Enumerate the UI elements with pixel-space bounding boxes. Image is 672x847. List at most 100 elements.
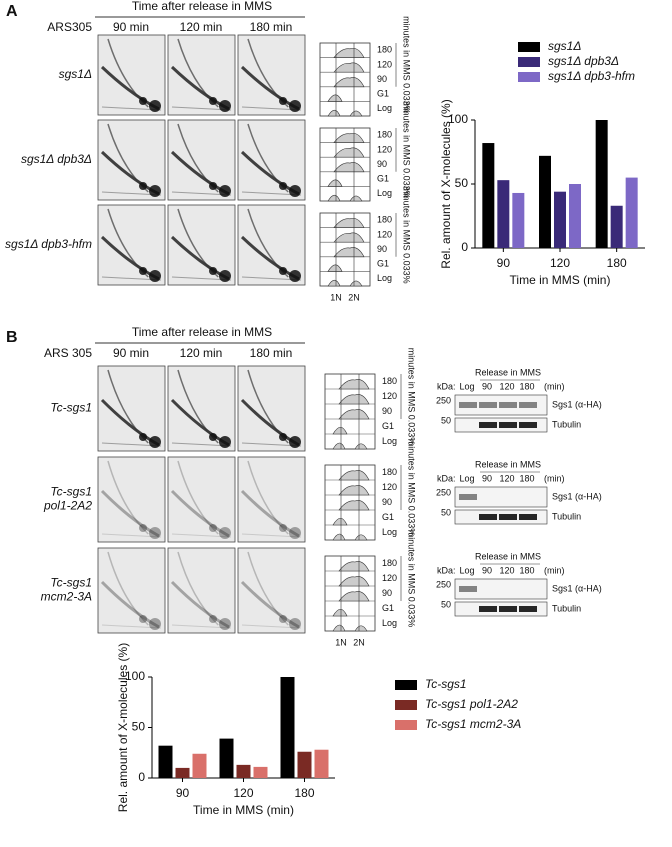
- gel-arc: [170, 489, 230, 538]
- strain-label: mcm2-3A: [41, 590, 92, 604]
- timepoint: 120 min: [180, 346, 223, 360]
- gel-spot: [139, 97, 147, 105]
- blot-band: [519, 402, 537, 408]
- blot-band: [499, 422, 517, 428]
- facs-label: 120: [377, 144, 392, 154]
- gel-spot: [209, 182, 217, 190]
- facs-histogram: [332, 442, 368, 450]
- gel-arc: [241, 533, 302, 538]
- blot-lane: 180: [519, 565, 534, 575]
- gel-arc: [101, 624, 162, 629]
- gel-spot: [209, 433, 217, 441]
- gel-spot: [139, 267, 147, 275]
- blot-strip: [454, 486, 548, 508]
- gel-arc: [177, 551, 219, 626]
- gel-spot: [219, 527, 231, 539]
- bar: [314, 749, 329, 778]
- blot-kda: kDa:: [437, 565, 456, 575]
- gel-spot: [149, 618, 161, 630]
- gel-spot: [279, 97, 287, 105]
- bar: [175, 767, 190, 778]
- gel-spot: [219, 436, 231, 448]
- facs-label: 120: [382, 482, 397, 492]
- strain-label: sgs1Δ dpb3-hfm: [5, 237, 92, 251]
- facs-x-label: 2N: [353, 637, 365, 647]
- gel-spot: [139, 433, 147, 441]
- facs-label: 90: [377, 74, 387, 84]
- facs-histogram: [338, 561, 370, 572]
- blot-lane: Log: [459, 565, 474, 575]
- facs-histogram: [338, 394, 370, 405]
- gel-arc: [101, 533, 162, 538]
- blot-band: [459, 494, 477, 500]
- blot-band: [459, 402, 477, 408]
- timepoint: 90 min: [113, 20, 149, 34]
- legend-label: Tc-sgs1 pol1-2A2: [425, 697, 518, 711]
- facs-histogram: [338, 409, 370, 420]
- facs-x-label: 1N: [330, 292, 342, 302]
- facs-histogram: [327, 109, 363, 117]
- facs-label: G1: [377, 88, 389, 98]
- blot-lane: Log: [459, 473, 474, 483]
- gel-spot: [219, 618, 231, 630]
- legend-label: Tc-sgs1: [425, 677, 467, 691]
- facs-label: 180: [377, 215, 392, 225]
- facs-histogram: [338, 379, 370, 390]
- blot-marker: 50: [441, 415, 451, 425]
- gel-arc: [170, 580, 230, 629]
- origin-label: ARS305: [47, 20, 92, 34]
- x-tick-label: 180: [607, 256, 627, 270]
- blot-band-label: Sgs1 (α-HA): [552, 399, 602, 409]
- gel-spot: [149, 527, 161, 539]
- gel-spot: [139, 615, 147, 623]
- blot-lane: 180: [519, 381, 534, 391]
- facs-histogram: [332, 608, 348, 617]
- facs-label: Log: [382, 618, 397, 628]
- gel-spot: [219, 185, 231, 197]
- facs-histogram: [338, 500, 370, 511]
- facs-histogram: [333, 232, 365, 243]
- gel-arc: [107, 460, 149, 535]
- blot-kda: kDa:: [437, 473, 456, 483]
- timepoint: 90 min: [113, 346, 149, 360]
- facs-label: G1: [382, 421, 394, 431]
- blot-band-label: Tubulin: [552, 511, 581, 521]
- y-tick-label: 50: [455, 176, 469, 190]
- blot-band: [519, 422, 537, 428]
- gel-spot: [279, 267, 287, 275]
- x-axis-label: Time in MMS (min): [193, 803, 294, 817]
- facs-histogram: [332, 624, 368, 632]
- blot-lane: 90: [482, 381, 492, 391]
- facs-label: 180: [382, 467, 397, 477]
- facs-histogram: [327, 194, 363, 202]
- facs-label: G1: [382, 512, 394, 522]
- blot-lane: 90: [482, 565, 492, 575]
- blot-band: [479, 606, 497, 612]
- facs-label: 180: [377, 45, 392, 55]
- blot-band: [499, 606, 517, 612]
- blot-band: [499, 514, 517, 520]
- gel-spot: [219, 100, 231, 112]
- gel-image: [97, 547, 166, 634]
- facs-axis-label: minutes in MMS 0.033%: [407, 439, 417, 537]
- bar: [569, 184, 581, 248]
- gel-spot: [289, 436, 301, 448]
- timepoint: 180 min: [250, 20, 293, 34]
- facs-label: 120: [382, 391, 397, 401]
- x-axis-label: Time in MMS (min): [510, 273, 611, 287]
- blot-band-label: Tubulin: [552, 603, 581, 613]
- bar: [297, 751, 312, 778]
- gel-spot: [139, 182, 147, 190]
- facs-histogram: [333, 147, 365, 158]
- blot-lane: 120: [499, 381, 514, 391]
- blot-marker: 250: [436, 395, 451, 405]
- strain-label: sgs1Δ: [59, 67, 92, 81]
- y-tick-label: 0: [138, 770, 145, 784]
- gel-arc: [171, 533, 232, 538]
- facs-label: 180: [377, 130, 392, 140]
- legend-label: Tc-sgs1 mcm2-3A: [425, 717, 521, 731]
- bar: [280, 677, 295, 778]
- legend-label: sgs1Δ dpb3-hfm: [548, 69, 635, 83]
- panel-header: Time after release in MMS: [132, 325, 272, 339]
